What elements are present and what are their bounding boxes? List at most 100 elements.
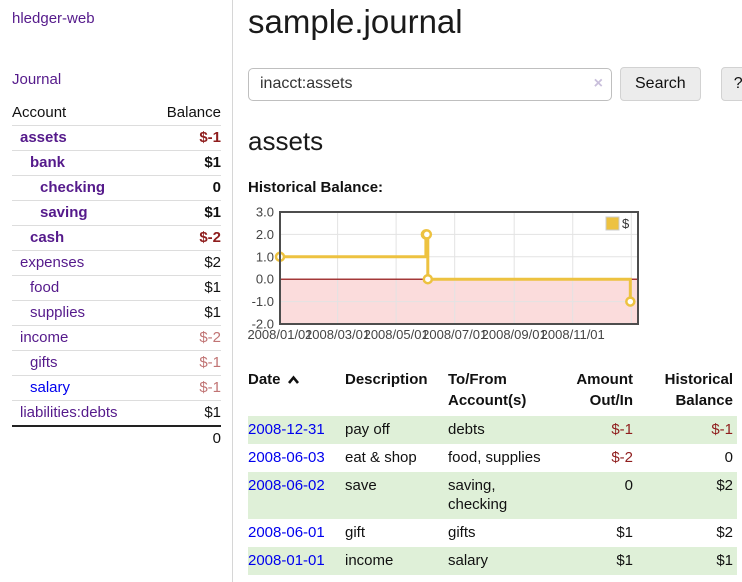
transaction-description: pay off	[345, 421, 390, 438]
search-input[interactable]	[248, 67, 612, 101]
account-link-gifts[interactable]: gifts	[30, 354, 58, 371]
account-balances-table: Account Balance assets $-1 bank $1 check…	[12, 101, 221, 451]
accounts-total-row: 0	[12, 425, 221, 451]
register-table: Date Description To/From Account(s) Amou…	[248, 368, 737, 575]
column-header-balance: Historical Balance	[664, 371, 733, 409]
transaction-balance: $2	[716, 477, 733, 494]
transaction-description: eat & shop	[345, 449, 417, 466]
account-balance: 0	[150, 175, 221, 201]
account-link-income[interactable]: income	[20, 329, 69, 346]
transaction-amount: $-2	[611, 449, 633, 466]
account-balance: $-1	[150, 350, 221, 376]
transaction-balance: $-1	[711, 421, 733, 438]
balance-column-header: Balance	[150, 101, 221, 126]
register-row: 2008-01-01 income salary $1 $1	[248, 547, 737, 575]
transaction-accounts: salary	[448, 552, 489, 569]
account-balance: $1	[150, 200, 221, 226]
sidebar: hledger-web Journal Account Balance asse…	[0, 0, 233, 582]
chart-label: Historical Balance:	[248, 179, 384, 196]
account-balance: $2	[150, 250, 221, 276]
page-title: sample.journal	[248, 3, 463, 40]
svg-text:2008/01/01: 2008/01/01	[247, 327, 312, 342]
transaction-balance: $2	[716, 524, 733, 541]
column-header-date[interactable]: Date	[248, 368, 345, 416]
main-content: sample.journal × Search ? assets Histori…	[247, 0, 742, 575]
balance-chart[interactable]: $3.0 2.0 1.0 0.0 -1.0 -2.0 2008/01/01 2008/03/0…	[240, 205, 742, 347]
account-row: liabilities:debts $1	[12, 400, 221, 427]
search-button[interactable]: Search	[620, 67, 701, 101]
account-link-cash[interactable]: cash	[30, 229, 65, 246]
account-link-bank[interactable]: bank	[30, 154, 66, 171]
account-link-expenses[interactable]: expenses	[20, 254, 85, 271]
transaction-amount: $1	[616, 524, 633, 541]
chart-axis-labels: 3.0 2.0 1.0 0.0 -1.0 -2.02008/01/012008/03/01…	[247, 205, 605, 343]
account-row: checking 0	[12, 175, 221, 201]
account-link-supplies[interactable]: supplies	[30, 304, 86, 321]
transaction-date-link[interactable]: 2008-06-01	[248, 524, 325, 541]
svg-text:$: $	[622, 216, 630, 231]
account-row: gifts $-1	[12, 350, 221, 376]
account-row: bank $1	[12, 150, 221, 176]
transaction-amount: $-1	[611, 421, 633, 438]
svg-text:2008/11/01: 2008/11/01	[541, 327, 605, 342]
transaction-date-link[interactable]: 2008-06-03	[248, 449, 325, 466]
svg-text:2.0: 2.0	[256, 227, 274, 242]
account-link-checking[interactable]: checking	[40, 179, 106, 196]
account-row: food $1	[12, 275, 221, 301]
svg-text:2008/09/01: 2008/09/01	[482, 327, 547, 342]
account-link-assets[interactable]: assets	[20, 129, 67, 146]
transaction-description: gift	[345, 524, 366, 541]
account-row: income $-2	[12, 325, 221, 351]
account-row: cash $-2	[12, 225, 221, 251]
svg-text:2008/07/01: 2008/07/01	[422, 327, 487, 342]
search-form: × Search ?	[248, 67, 742, 101]
account-link-food[interactable]: food	[30, 279, 60, 296]
transaction-date-link[interactable]: 2008-06-02	[248, 477, 325, 494]
account-balance: $-2	[150, 325, 221, 351]
account-balance: $-1	[150, 125, 221, 151]
account-balance: $-2	[150, 225, 221, 251]
account-link-liabilities-debts[interactable]: liabilities:debts	[20, 404, 118, 421]
transaction-accounts: food, supplies	[448, 449, 541, 466]
chart-border	[279, 211, 639, 325]
account-link-salary[interactable]: salary	[30, 379, 71, 396]
brand-link[interactable]: hledger-web	[12, 10, 95, 27]
account-balance: $1	[150, 275, 221, 301]
account-balance: $1	[150, 400, 221, 427]
column-header-accounts: To/From Account(s)	[448, 371, 527, 409]
svg-text:1.0: 1.0	[256, 249, 274, 264]
svg-text:-1.0: -1.0	[252, 294, 274, 309]
clear-search-icon[interactable]: ×	[593, 74, 603, 92]
register-row: 2008-06-02 save saving, checking 0 $2	[248, 472, 737, 519]
transaction-accounts: saving, checking	[448, 477, 508, 513]
transaction-description: save	[345, 477, 377, 494]
transaction-date-link[interactable]: 2008-12-31	[248, 421, 325, 438]
transaction-accounts: gifts	[448, 524, 476, 541]
chart-svg: $3.0 2.0 1.0 0.0 -1.0 -2.02008/01/012008/03/0…	[247, 205, 639, 343]
svg-text:2008/05/01: 2008/05/01	[364, 327, 429, 342]
account-balance: $1	[150, 150, 221, 176]
chart-legend: $	[605, 216, 630, 231]
svg-text:0.0: 0.0	[256, 272, 274, 287]
account-row: expenses $2	[12, 250, 221, 276]
register-row: 2008-06-03 eat & shop food, supplies $-2…	[248, 444, 737, 472]
account-link-saving[interactable]: saving	[40, 204, 88, 221]
accounts-column-header: Account	[12, 101, 151, 126]
svg-text:-2.0: -2.0	[252, 317, 274, 332]
register-row: 2008-12-31 pay off debts $-1 $-1	[248, 416, 737, 444]
transaction-description: income	[345, 552, 394, 569]
transaction-balance: $1	[716, 552, 733, 569]
svg-text:2008/03/01: 2008/03/01	[305, 327, 370, 342]
help-button[interactable]: ?	[720, 67, 742, 101]
account-row: supplies $1	[12, 300, 221, 326]
register-row: 2008-06-01 gift gifts $1 $2	[248, 519, 737, 547]
transaction-balance: 0	[724, 449, 733, 466]
sort-ascending-icon	[287, 375, 299, 384]
account-row: salary $-1	[12, 375, 221, 401]
accounts-total-value: 0	[150, 425, 221, 451]
account-balance: $-1	[150, 375, 221, 401]
sidebar-item-journal[interactable]: Journal	[12, 71, 62, 88]
transaction-amount: 0	[624, 477, 633, 494]
transaction-date-link[interactable]: 2008-01-01	[248, 552, 325, 569]
svg-text:3.0: 3.0	[256, 205, 274, 220]
